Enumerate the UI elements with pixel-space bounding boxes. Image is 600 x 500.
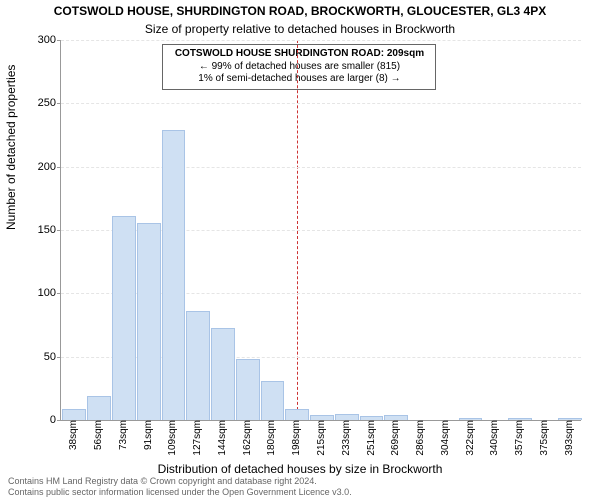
- x-tick-label: 180sqm: [266, 420, 277, 456]
- x-tick-label: 375sqm: [539, 420, 550, 456]
- x-tick-label: 91sqm: [143, 420, 154, 450]
- footer-line-1: Contains HM Land Registry data © Crown c…: [8, 476, 352, 487]
- bar: [87, 396, 111, 420]
- bar: [211, 328, 235, 420]
- x-tick-label: 286sqm: [415, 420, 426, 456]
- x-tick-label: 322sqm: [465, 420, 476, 456]
- y-tick-mark: [57, 40, 61, 41]
- bar: [62, 409, 86, 420]
- x-tick-label: 198sqm: [291, 420, 302, 456]
- chart-container: COTSWOLD HOUSE, SHURDINGTON ROAD, BROCKW…: [0, 0, 600, 500]
- y-tick-label: 200: [0, 161, 56, 173]
- x-tick-label: 73sqm: [118, 420, 129, 450]
- plot-area: COTSWOLD HOUSE SHURDINGTON ROAD: 209sqm←…: [60, 40, 581, 421]
- chart-title-main: COTSWOLD HOUSE, SHURDINGTON ROAD, BROCKW…: [0, 4, 600, 18]
- grid-line: [61, 40, 581, 41]
- x-tick-label: 269sqm: [390, 420, 401, 456]
- x-tick-label: 144sqm: [217, 420, 228, 456]
- footer-attribution: Contains HM Land Registry data © Crown c…: [8, 476, 352, 498]
- footer-line-2: Contains public sector information licen…: [8, 487, 352, 498]
- x-tick-label: 304sqm: [440, 420, 451, 456]
- y-axis-label: Number of detached properties: [4, 65, 18, 230]
- x-tick-label: 162sqm: [242, 420, 253, 456]
- y-tick-label: 250: [0, 97, 56, 109]
- x-tick-label: 56sqm: [93, 420, 104, 450]
- y-tick-label: 50: [0, 351, 56, 363]
- grid-line: [61, 167, 581, 168]
- x-tick-label: 393sqm: [564, 420, 575, 456]
- bar: [236, 359, 260, 420]
- annotation-line: COTSWOLD HOUSE SHURDINGTON ROAD: 209sqm: [169, 48, 429, 61]
- annotation-line: ← 99% of detached houses are smaller (81…: [169, 61, 429, 74]
- bar: [261, 381, 285, 420]
- x-tick-label: 340sqm: [489, 420, 500, 456]
- bar: [112, 216, 136, 420]
- y-tick-mark: [57, 103, 61, 104]
- x-tick-label: 215sqm: [316, 420, 327, 456]
- x-tick-label: 38sqm: [68, 420, 79, 450]
- y-tick-label: 150: [0, 224, 56, 236]
- y-tick-mark: [57, 293, 61, 294]
- grid-line: [61, 103, 581, 104]
- y-tick-mark: [57, 167, 61, 168]
- y-tick-label: 0: [0, 414, 56, 426]
- annotation-line: 1% of semi-detached houses are larger (8…: [169, 73, 429, 86]
- y-tick-label: 300: [0, 34, 56, 46]
- annotation-box: COTSWOLD HOUSE SHURDINGTON ROAD: 209sqm←…: [162, 44, 436, 90]
- bar: [186, 311, 210, 420]
- y-tick-mark: [57, 230, 61, 231]
- chart-title-sub: Size of property relative to detached ho…: [0, 22, 600, 36]
- x-tick-label: 233sqm: [341, 420, 352, 456]
- x-tick-label: 109sqm: [167, 420, 178, 456]
- bar: [162, 130, 186, 420]
- x-tick-label: 251sqm: [366, 420, 377, 456]
- y-tick-mark: [57, 420, 61, 421]
- x-tick-label: 357sqm: [514, 420, 525, 456]
- x-axis-label: Distribution of detached houses by size …: [0, 462, 600, 476]
- bar: [285, 409, 309, 420]
- y-tick-mark: [57, 357, 61, 358]
- bar: [137, 223, 161, 420]
- x-tick-label: 127sqm: [192, 420, 203, 456]
- y-tick-label: 100: [0, 287, 56, 299]
